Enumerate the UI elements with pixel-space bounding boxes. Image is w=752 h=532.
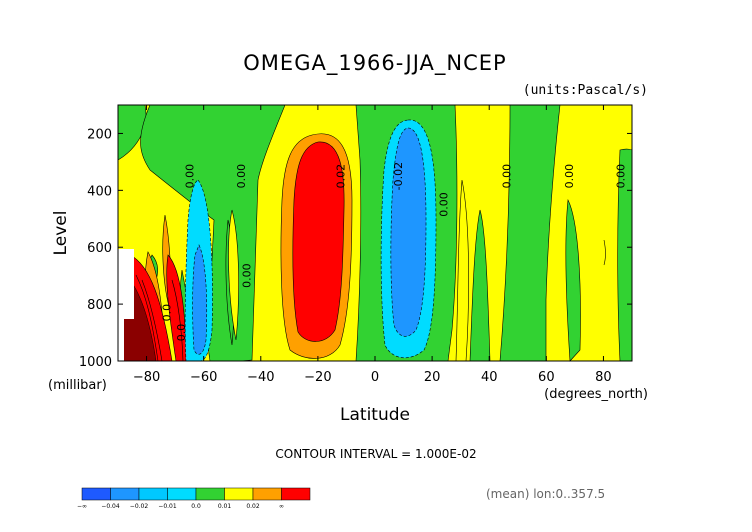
contour-interval-text: CONTOUR INTERVAL = 1.000E-02 (275, 447, 476, 461)
colorbar-swatch (110, 487, 140, 501)
contour-label: 0.00 (615, 164, 628, 189)
yellow-islands (228, 179, 469, 362)
colorbar-swatch (252, 487, 282, 501)
contour-label: 0.0 (175, 324, 188, 342)
colorbar-swatch (167, 487, 197, 501)
contour-line-60n (603, 239, 606, 266)
x-axis: −80 −60 −40 −20 0 20 40 60 80 (133, 105, 612, 385)
contour-label: 0.00 (241, 263, 254, 288)
contour-label: 0.0 (161, 304, 174, 322)
colorbar-label: −0.01 (158, 503, 177, 510)
contour-labels: 0.00 0.00 0.00 0.02 -0.02 0.00 0.00 0.00 0.00 0.0… (161, 162, 628, 342)
colorbar-label: 0.0 (191, 503, 201, 510)
x-tick-label: −20 (304, 370, 331, 385)
blue-regions (192, 127, 427, 355)
x-unit-label: (degrees_north) (544, 387, 648, 402)
y-tick-label: 800 (87, 298, 112, 313)
units-label: (units:Pascal/s) (523, 83, 648, 98)
colorbar-label: ∞ (279, 503, 284, 510)
x-axis-title: Latitude (340, 405, 410, 425)
colorbar-swatch (224, 487, 254, 501)
chart-title: OMEGA_1966-JJA_NCEP (243, 51, 506, 76)
blue-cell-60s (192, 244, 208, 355)
colorbar-swatch (138, 487, 168, 501)
contour-line-70s (171, 279, 184, 362)
x-tick-label: −80 (133, 370, 160, 385)
mean-note: (mean) lon:0..357.5 (486, 487, 605, 501)
colorbar-label: −0.04 (101, 503, 120, 510)
y-tick-label: 1000 (79, 355, 112, 370)
contour-lines (135, 239, 606, 362)
contour-label: -0.02 (392, 162, 405, 190)
green-band-north (117, 104, 147, 161)
missing-data-region-bottom (118, 319, 124, 361)
colorbar-label: 0.01 (218, 503, 232, 510)
green-band-far-north (617, 148, 633, 362)
colorbar-swatch (281, 487, 311, 501)
x-tick-label: 0 (371, 370, 379, 385)
x-tick-label: 60 (538, 370, 555, 385)
y-tick-label: 200 (87, 127, 112, 142)
x-tick-label: 20 (424, 370, 441, 385)
colorbar-label: −0.02 (130, 503, 149, 510)
y-axis-title: Level (51, 211, 71, 256)
colorbar-swatch (81, 487, 111, 501)
x-tick-label: 40 (481, 370, 498, 385)
contour-label: 0.00 (183, 164, 196, 189)
contour-label: 0.02 (335, 164, 348, 189)
colorbar: −∞ −0.04 −0.02 −0.01 0.0 0.01 0.02 ∞ (77, 487, 311, 510)
green-band-60n (565, 198, 581, 362)
missing-data-region-top (118, 249, 134, 319)
colorbar-label: −∞ (77, 503, 87, 510)
y-unit-label: (millibar) (48, 378, 107, 393)
contour-line-80s-b (141, 279, 163, 362)
contour-line-80s-a (135, 274, 159, 362)
blue-cell-10n (390, 127, 427, 337)
contour-label: 0.00 (235, 164, 248, 189)
contour-label: 0.00 (500, 164, 513, 189)
missing-data-mask (118, 249, 134, 361)
x-tick-label: −60 (190, 370, 217, 385)
colorbar-label: 0.02 (246, 503, 260, 510)
x-tick-label: −40 (247, 370, 274, 385)
y-tick-label: 600 (87, 241, 112, 256)
x-tick-label: 80 (595, 370, 612, 385)
red-core-20s (292, 141, 345, 342)
contour-label: 0.00 (563, 164, 576, 189)
y-axis: 200 400 600 800 1000 (79, 127, 632, 370)
y-tick-label: 400 (87, 184, 112, 199)
colorbar-swatch (195, 487, 225, 501)
yellow-island-40s (228, 209, 239, 341)
plot-area: 0.00 0.00 0.00 0.02 -0.02 0.00 0.00 0.00 0.00 0.0… (117, 104, 633, 362)
contour-label: 0.00 (438, 192, 451, 217)
